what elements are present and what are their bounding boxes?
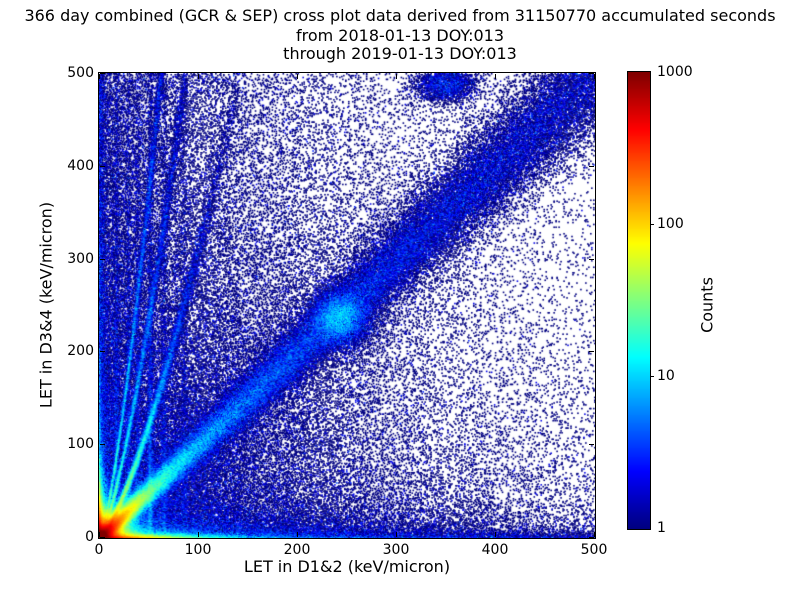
colorbar-gradient-canvas <box>628 72 650 529</box>
y-tick <box>100 537 105 538</box>
plot-area <box>98 72 596 539</box>
colorbar-tick-label: 1 <box>657 520 666 536</box>
x-tick <box>396 532 397 537</box>
y-tick <box>100 73 105 74</box>
colorbar-tick-label: 10 <box>657 368 675 384</box>
x-tick-top <box>495 74 496 79</box>
y-tick-right <box>589 259 594 260</box>
y-tick-right <box>589 166 594 167</box>
x-tick-top <box>396 74 397 79</box>
x-tick-label: 200 <box>283 542 311 558</box>
colorbar <box>627 71 651 530</box>
chart-subtitle-through: through 2019-01-13 DOY:013 <box>283 44 517 63</box>
y-tick-right <box>589 351 594 352</box>
x-tick <box>594 532 595 537</box>
x-tick-label: 500 <box>580 542 608 558</box>
x-tick-label: 400 <box>481 542 509 558</box>
chart-title: 366 day combined (GCR & SEP) cross plot … <box>24 6 776 25</box>
y-tick <box>100 444 105 445</box>
x-tick <box>198 532 199 537</box>
y-tick-label: 400 <box>67 158 94 174</box>
colorbar-tick-label: 1000 <box>657 64 693 80</box>
x-tick <box>297 532 298 537</box>
chart-subtitle-from: from 2018-01-13 DOY:013 <box>295 26 504 45</box>
y-tick <box>100 351 105 352</box>
colorbar-axis-label: Counts <box>697 277 717 333</box>
x-tick <box>99 532 100 537</box>
y-tick-right <box>589 73 594 74</box>
x-tick-label: 0 <box>94 542 104 558</box>
x-tick-top <box>198 74 199 79</box>
y-tick-label: 100 <box>67 436 94 452</box>
y-tick-right <box>589 537 594 538</box>
x-tick-top <box>99 74 100 79</box>
y-tick-label: 500 <box>67 65 94 81</box>
y-tick <box>100 166 105 167</box>
y-tick-label: 200 <box>67 343 94 359</box>
colorbar-tick-label: 100 <box>657 216 684 232</box>
y-tick-label: 0 <box>85 529 94 545</box>
scatter-heatmap-canvas <box>99 73 595 538</box>
colorbar-tick <box>650 224 654 225</box>
x-tick <box>495 532 496 537</box>
x-tick-top <box>594 74 595 79</box>
y-tick <box>100 259 105 260</box>
x-tick-label: 300 <box>382 542 410 558</box>
x-tick-top <box>297 74 298 79</box>
y-axis-label: LET in D3&4 (keV/micron) <box>36 201 56 409</box>
y-tick-right <box>589 444 594 445</box>
y-tick-label: 300 <box>67 251 94 267</box>
x-axis-label: LET in D1&2 (keV/micron) <box>243 557 451 576</box>
colorbar-tick <box>650 376 654 377</box>
x-tick-label: 100 <box>184 542 212 558</box>
